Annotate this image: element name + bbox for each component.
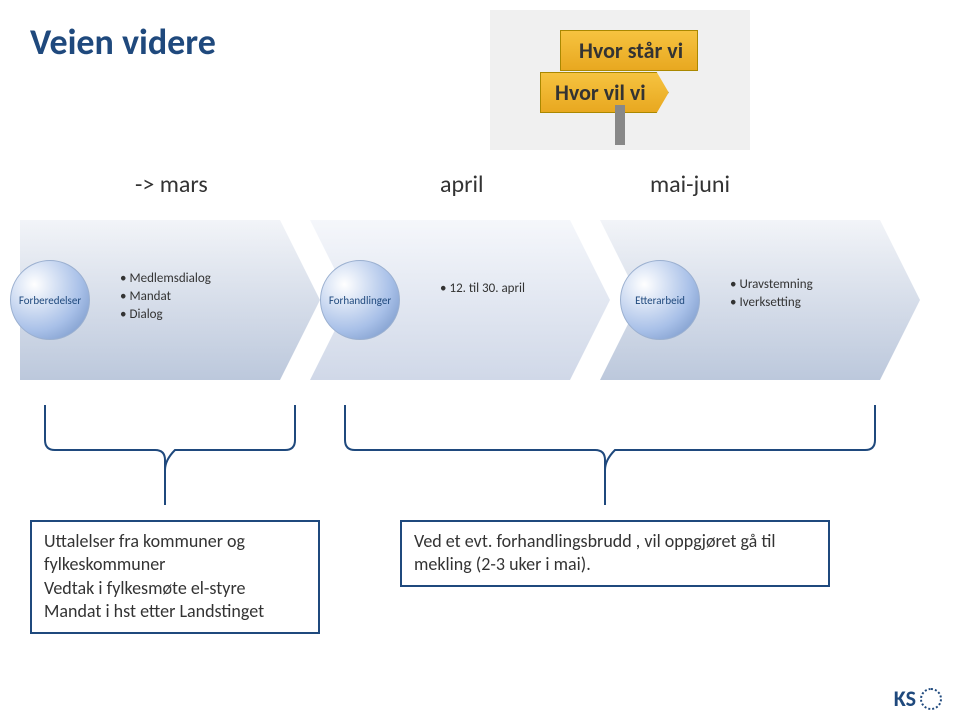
stage-pill-forhandlinger: Forhandlinger [320,260,400,340]
phase-label: mai-juni [650,170,730,199]
bullet: Medlemsdialog [120,270,211,288]
stage-pill-etterarbeid: Etterarbeid [620,260,700,340]
logo-text: KS [894,685,916,712]
phase-label: -> mars [135,170,208,199]
note-line: Vedtak i fylkesmøte el-styre [44,577,306,600]
sign-top: Hvor står vi [560,30,698,71]
stage-bullets: Medlemsdialog Mandat Dialog [120,270,211,325]
bullet: Mandat [120,288,211,306]
stage-bullets: 12. til 30. april [440,280,525,298]
sign-post [615,105,625,145]
note-line: Uttalelser fra kommuner og fylkeskommune… [44,530,306,577]
phase-label: april [440,170,484,199]
page-title: Veien videre [30,20,216,64]
bullet: 12. til 30. april [440,280,525,298]
sign-bottom: Hvor vil vi [540,72,669,113]
bullet: Uravstemning [730,276,813,294]
logo-ring-icon [920,688,942,710]
bullet: Dialog [120,306,211,324]
note-line: Ved et evt. forhandlingsbrudd , vil oppg… [414,530,816,577]
stage-bullets: Uravstemning Iverksetting [730,276,813,312]
process-flow: Forberedelser Forhandlinger Etterarbeid … [20,220,940,390]
note-box-right: Ved et evt. forhandlingsbrudd , vil oppg… [400,520,830,587]
note-box-left: Uttalelser fra kommuner og fylkeskommune… [30,520,320,634]
bullet: Iverksetting [730,294,813,312]
signpost-image: Hvor står vi Hvor vil vi [490,10,750,150]
note-line: Mandat i hst etter Landstinget [44,600,306,623]
stage-pill-forberedelser: Forberedelser [10,260,90,340]
bracket-right [340,400,880,510]
ks-logo: KS [894,685,942,712]
bracket-left [40,400,300,510]
phase-labels-row: -> mars april mai-juni [0,170,960,200]
